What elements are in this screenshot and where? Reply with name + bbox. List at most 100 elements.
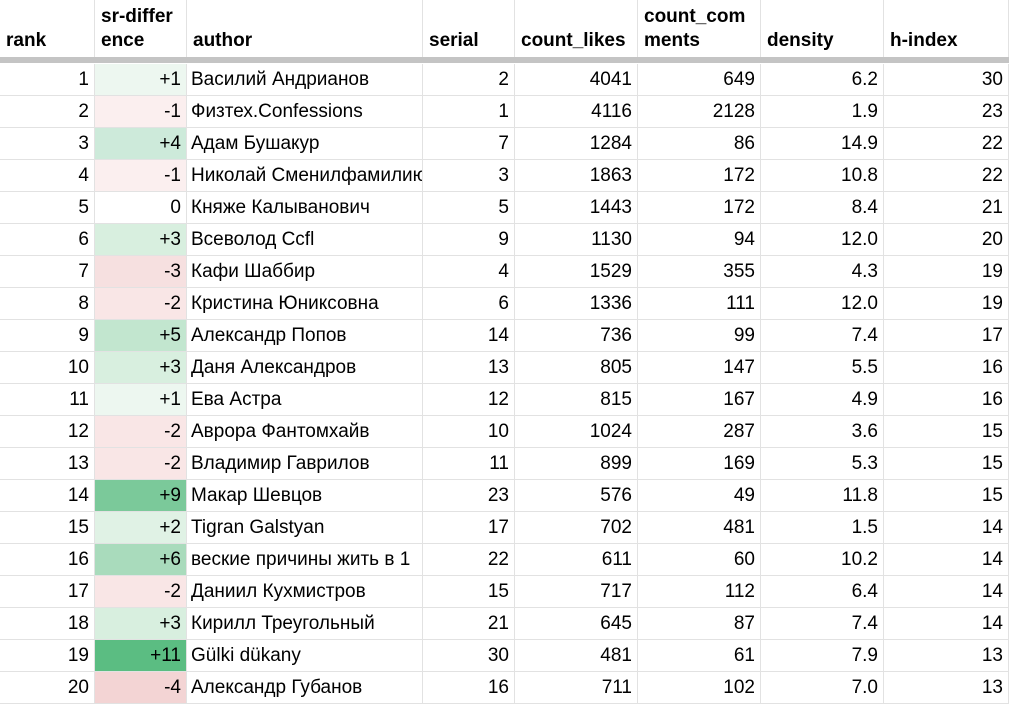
cell-count-comments[interactable]: 172 <box>638 160 761 192</box>
cell-count-comments[interactable]: 147 <box>638 352 761 384</box>
cell-count-likes[interactable]: 576 <box>515 480 638 512</box>
cell-author[interactable]: Tigran Galstyan <box>187 512 423 544</box>
cell-rank[interactable]: 12 <box>0 416 95 448</box>
cell-rank[interactable]: 10 <box>0 352 95 384</box>
cell-density[interactable]: 4.9 <box>761 384 884 416</box>
cell-count-comments[interactable]: 61 <box>638 640 761 672</box>
cell-count-comments[interactable]: 94 <box>638 224 761 256</box>
cell-count-likes[interactable]: 1284 <box>515 128 638 160</box>
cell-author[interactable]: Кафи Шаббир <box>187 256 423 288</box>
cell-count-comments[interactable]: 99 <box>638 320 761 352</box>
cell-h-index[interactable]: 14 <box>884 512 1009 544</box>
cell-count-likes[interactable]: 645 <box>515 608 638 640</box>
cell-count-comments[interactable]: 60 <box>638 544 761 576</box>
cell-author[interactable]: Физтех.Confessions <box>187 96 423 128</box>
cell-count-comments[interactable]: 111 <box>638 288 761 320</box>
cell-rank[interactable]: 5 <box>0 192 95 224</box>
cell-h-index[interactable]: 22 <box>884 128 1009 160</box>
column-header-sr-difference[interactable]: sr-difference <box>95 0 187 57</box>
column-header-count-comments[interactable]: count_comments <box>638 0 761 57</box>
cell-rank[interactable]: 4 <box>0 160 95 192</box>
cell-sr-difference[interactable]: -1 <box>95 160 187 192</box>
cell-author[interactable]: Аврора Фантомхайв <box>187 416 423 448</box>
cell-h-index[interactable]: 19 <box>884 288 1009 320</box>
cell-serial[interactable]: 30 <box>423 640 515 672</box>
cell-author[interactable]: Княже Калыванович <box>187 192 423 224</box>
cell-rank[interactable]: 9 <box>0 320 95 352</box>
cell-rank[interactable]: 1 <box>0 64 95 96</box>
cell-sr-difference[interactable]: -2 <box>95 416 187 448</box>
cell-density[interactable]: 10.2 <box>761 544 884 576</box>
cell-serial[interactable]: 22 <box>423 544 515 576</box>
cell-serial[interactable]: 12 <box>423 384 515 416</box>
cell-sr-difference[interactable]: -1 <box>95 96 187 128</box>
cell-serial[interactable]: 15 <box>423 576 515 608</box>
cell-count-comments[interactable]: 169 <box>638 448 761 480</box>
column-header-author[interactable]: author <box>187 0 423 57</box>
cell-sr-difference[interactable]: +6 <box>95 544 187 576</box>
cell-sr-difference[interactable]: +5 <box>95 320 187 352</box>
cell-count-comments[interactable]: 355 <box>638 256 761 288</box>
cell-density[interactable]: 6.4 <box>761 576 884 608</box>
cell-count-likes[interactable]: 1024 <box>515 416 638 448</box>
cell-density[interactable]: 7.9 <box>761 640 884 672</box>
cell-author[interactable]: Адам Бушакур <box>187 128 423 160</box>
cell-count-likes[interactable]: 736 <box>515 320 638 352</box>
cell-serial[interactable]: 5 <box>423 192 515 224</box>
cell-h-index[interactable]: 15 <box>884 416 1009 448</box>
cell-density[interactable]: 3.6 <box>761 416 884 448</box>
cell-sr-difference[interactable]: +3 <box>95 352 187 384</box>
cell-author[interactable]: Ева Астра <box>187 384 423 416</box>
cell-density[interactable]: 14.9 <box>761 128 884 160</box>
cell-count-likes[interactable]: 4116 <box>515 96 638 128</box>
cell-h-index[interactable]: 16 <box>884 352 1009 384</box>
cell-h-index[interactable]: 17 <box>884 320 1009 352</box>
cell-count-likes[interactable]: 481 <box>515 640 638 672</box>
column-header-density[interactable]: density <box>761 0 884 57</box>
cell-serial[interactable]: 13 <box>423 352 515 384</box>
cell-serial[interactable]: 11 <box>423 448 515 480</box>
cell-count-likes[interactable]: 1443 <box>515 192 638 224</box>
cell-density[interactable]: 8.4 <box>761 192 884 224</box>
cell-density[interactable]: 7.4 <box>761 320 884 352</box>
cell-count-likes[interactable]: 1529 <box>515 256 638 288</box>
cell-sr-difference[interactable]: -2 <box>95 576 187 608</box>
cell-count-likes[interactable]: 4041 <box>515 64 638 96</box>
column-header-serial[interactable]: serial <box>423 0 515 57</box>
cell-count-comments[interactable]: 2128 <box>638 96 761 128</box>
cell-sr-difference[interactable]: -2 <box>95 448 187 480</box>
cell-count-likes[interactable]: 1336 <box>515 288 638 320</box>
cell-h-index[interactable]: 14 <box>884 608 1009 640</box>
cell-rank[interactable]: 18 <box>0 608 95 640</box>
cell-h-index[interactable]: 19 <box>884 256 1009 288</box>
cell-author[interactable]: Gülki dükany <box>187 640 423 672</box>
cell-h-index[interactable]: 20 <box>884 224 1009 256</box>
cell-sr-difference[interactable]: +4 <box>95 128 187 160</box>
cell-density[interactable]: 7.0 <box>761 672 884 704</box>
cell-sr-difference[interactable]: -3 <box>95 256 187 288</box>
cell-sr-difference[interactable]: -2 <box>95 288 187 320</box>
cell-serial[interactable]: 21 <box>423 608 515 640</box>
cell-sr-difference[interactable]: +9 <box>95 480 187 512</box>
cell-count-comments[interactable]: 649 <box>638 64 761 96</box>
cell-h-index[interactable]: 21 <box>884 192 1009 224</box>
cell-density[interactable]: 12.0 <box>761 224 884 256</box>
cell-sr-difference[interactable]: +1 <box>95 64 187 96</box>
cell-sr-difference[interactable]: -4 <box>95 672 187 704</box>
cell-density[interactable]: 10.8 <box>761 160 884 192</box>
cell-author[interactable]: Кирилл Треугольный <box>187 608 423 640</box>
cell-count-likes[interactable]: 717 <box>515 576 638 608</box>
cell-author[interactable]: Александр Губанов <box>187 672 423 704</box>
frozen-row-divider[interactable] <box>0 57 1009 63</box>
column-header-h-index[interactable]: h-index <box>884 0 1009 57</box>
cell-rank[interactable]: 20 <box>0 672 95 704</box>
cell-density[interactable]: 5.3 <box>761 448 884 480</box>
cell-sr-difference[interactable]: +11 <box>95 640 187 672</box>
cell-h-index[interactable]: 13 <box>884 640 1009 672</box>
cell-count-likes[interactable]: 1863 <box>515 160 638 192</box>
cell-count-comments[interactable]: 287 <box>638 416 761 448</box>
cell-density[interactable]: 11.8 <box>761 480 884 512</box>
cell-serial[interactable]: 16 <box>423 672 515 704</box>
cell-count-comments[interactable]: 172 <box>638 192 761 224</box>
cell-serial[interactable]: 4 <box>423 256 515 288</box>
